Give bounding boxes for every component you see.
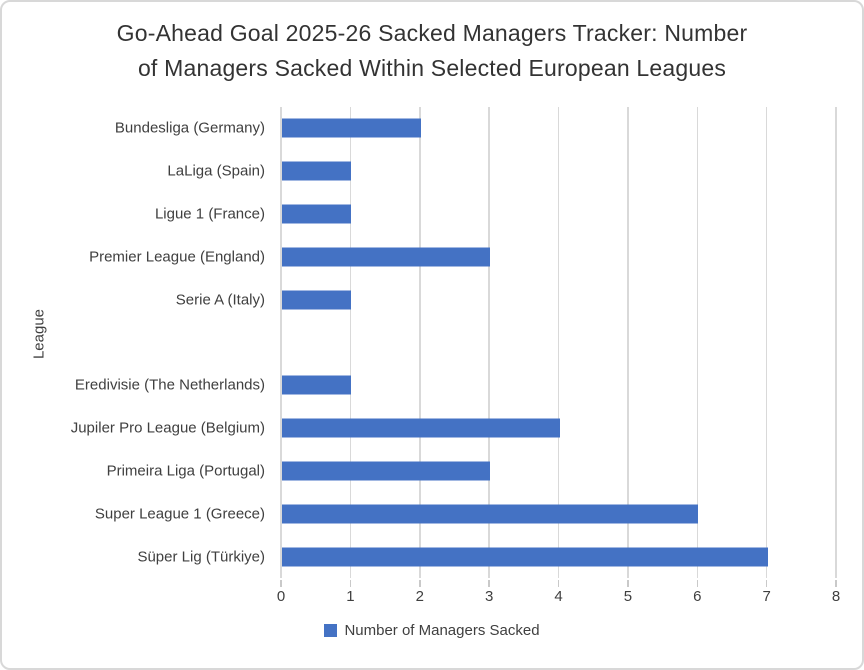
axis-tick-mark	[696, 580, 698, 587]
x-tick-label: 1	[346, 588, 355, 605]
axis-tick-mark	[835, 580, 837, 587]
category-label: Süper Lig (Türkiye)	[137, 548, 265, 566]
category-axis-labels: Bundesliga (Germany) LaLiga (Spain) Ligue …	[0, 107, 267, 578]
bar	[282, 418, 560, 438]
gridline	[280, 107, 282, 578]
gridline	[696, 107, 698, 578]
x-tick-label: 4	[554, 588, 563, 605]
axis-tick-mark	[488, 580, 490, 587]
gridline	[627, 107, 629, 578]
bar	[282, 204, 352, 224]
bar	[282, 247, 491, 267]
x-tick-label: 5	[623, 588, 633, 605]
bar	[282, 547, 768, 567]
category-label: Premier League (England)	[89, 248, 265, 266]
category-label: Primeira Liga (Portugal)	[106, 462, 265, 480]
category-label: Bundesliga (Germany)	[114, 119, 265, 137]
value-axis-labels: 0 1 2 3 4 5 6 7 8	[277, 588, 840, 608]
x-tick-label: 7	[762, 588, 771, 605]
x-tick-label: 2	[415, 588, 424, 605]
x-tick-label: 8	[831, 588, 841, 605]
gridline	[835, 107, 837, 578]
chart-title-line-2: of Managers Sacked Within Selected Europ…	[137, 55, 727, 81]
bar	[282, 118, 421, 138]
axis-tick-mark	[280, 580, 282, 587]
axis-tick-mark	[349, 580, 352, 587]
plot-area	[280, 107, 837, 587]
category-label: Jupiler Pro League (Belgium)	[70, 419, 265, 437]
axis-tick-mark	[419, 580, 421, 587]
x-tick-label: 6	[693, 588, 702, 605]
chart-title: Go-Ahead Goal 2025-26 Sacked Managers Tr…	[0, 16, 864, 86]
gridline	[419, 107, 421, 578]
bar	[282, 161, 352, 181]
chart-title-line-1: Go-Ahead Goal 2025-26 Sacked Managers Tr…	[116, 20, 748, 46]
axis-tick-mark	[627, 580, 629, 587]
bar	[282, 461, 491, 481]
legend: Number of Managers Sacked	[0, 622, 864, 639]
x-tick-label: 0	[276, 588, 286, 605]
bar	[282, 375, 352, 395]
category-label: Eredivisie (The Netherlands)	[74, 376, 265, 394]
axis-tick-mark	[765, 580, 768, 587]
x-tick-label: 3	[484, 588, 494, 605]
gridline	[349, 107, 352, 578]
legend-swatch	[324, 624, 338, 637]
gridline	[765, 107, 768, 578]
category-label: Serie A (Italy)	[175, 291, 265, 309]
category-label: Super League 1 (Greece)	[94, 505, 265, 523]
category-label: LaLiga (Spain)	[167, 162, 265, 180]
gridline	[488, 107, 490, 578]
axis-tick-mark	[557, 580, 560, 587]
bar	[282, 290, 352, 310]
bar	[282, 504, 699, 524]
gridline	[557, 107, 560, 578]
category-label: Ligue 1 (France)	[154, 205, 265, 223]
legend-label: Number of Managers Sacked	[344, 622, 540, 639]
